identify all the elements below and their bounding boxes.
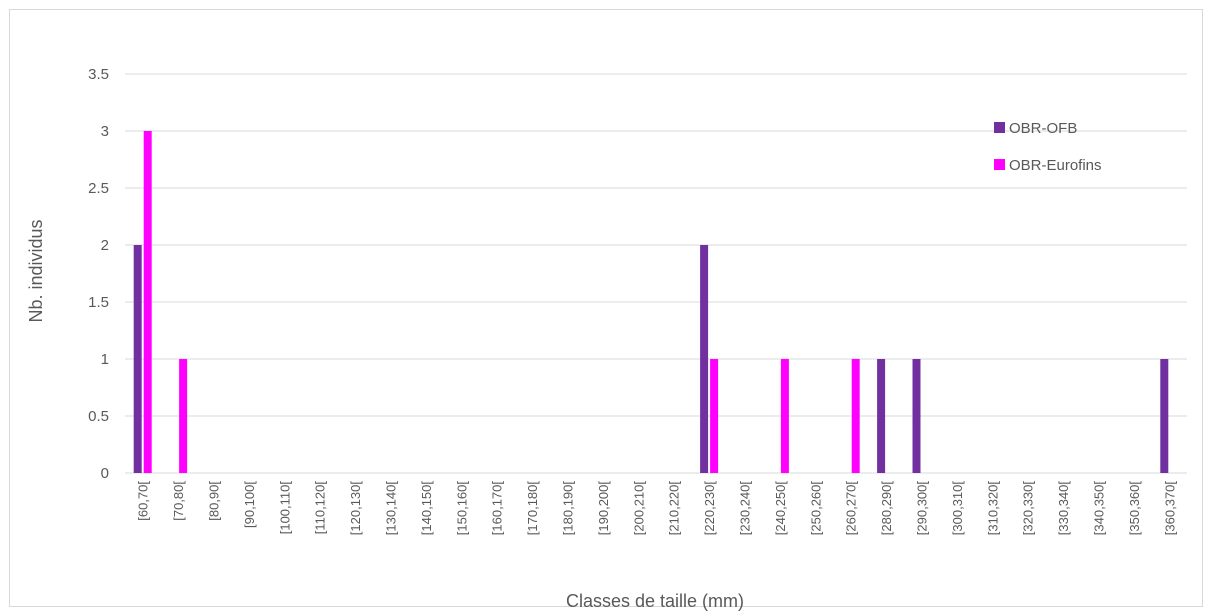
y-tick-label: 3.5 — [88, 66, 109, 83]
bar-obr-ofb — [1160, 359, 1169, 473]
bars — [133, 131, 1169, 473]
bar-obr-eurofins — [851, 359, 860, 473]
bar-obr-eurofins — [179, 359, 188, 473]
x-tick-label: [200,210[ — [631, 481, 646, 536]
bar-obr-ofb — [912, 359, 921, 473]
x-tick-label: [180,190[ — [561, 481, 576, 536]
x-tick-label: [330,340[ — [1056, 481, 1071, 536]
x-axis-title: Classes de taille (mm) — [566, 591, 744, 611]
bar-obr-eurofins — [780, 359, 789, 473]
x-tick-label: [240,250[ — [773, 481, 788, 536]
x-tick-label: [150,160[ — [454, 481, 469, 536]
gridlines — [125, 73, 1187, 474]
bar-obr-ofb — [877, 359, 886, 473]
x-tick-label: [110,120[ — [313, 481, 328, 535]
legend-label: OBR-Eurofins — [1009, 157, 1102, 174]
x-tick-label: [280,290[ — [879, 481, 894, 536]
x-tick-label: [210,220[ — [667, 481, 682, 536]
bar-obr-ofb — [700, 245, 709, 473]
x-tick-label: [230,240[ — [738, 481, 753, 536]
x-tick-label: [250,260[ — [808, 481, 823, 536]
legend-swatch — [994, 122, 1005, 133]
y-tick-label: 3 — [101, 123, 109, 140]
x-tick-label: [120,130[ — [348, 481, 363, 536]
x-tick-label: [310,320[ — [985, 481, 1000, 536]
x-tick-label: [170,180[ — [525, 481, 540, 536]
y-tick-label: 1 — [101, 351, 109, 368]
x-tick-label: [360,370[ — [1162, 481, 1177, 536]
x-tick-label: [340,350[ — [1092, 481, 1107, 536]
y-tick-label: 0.5 — [88, 408, 109, 425]
chart-frame — [9, 9, 1203, 607]
y-tick-label: 2.5 — [88, 180, 109, 197]
y-tick-label: 1.5 — [88, 294, 109, 311]
y-tick-label: 2 — [101, 237, 109, 254]
y-axis-title: Nb. individus — [26, 219, 46, 322]
x-tick-label: [320,330[ — [1021, 481, 1036, 536]
legend: OBR-OFB OBR-Eurofins — [994, 120, 1102, 174]
bar-obr-ofb — [133, 245, 142, 473]
x-tick-label: [290,300[ — [915, 481, 930, 536]
x-tick-label: [190,200[ — [596, 481, 611, 536]
x-tick-label: [100,110[ — [277, 481, 292, 535]
x-tick-labels: [60,70[ [70,80[ [80,90[ [90,100[ [100,110[ [1… — [136, 481, 1178, 536]
x-tick-label: [220,230[ — [702, 481, 717, 536]
x-tick-label: [160,170[ — [490, 481, 505, 536]
x-tick-label: [90,100[ — [242, 481, 257, 528]
bar-obr-eurofins — [710, 359, 719, 473]
x-tick-label: [70,80[ — [171, 481, 186, 521]
x-tick-label: [300,310[ — [950, 481, 965, 536]
x-tick-label: [60,70[ — [136, 481, 151, 521]
y-tick-labels: 0 0.5 1 1.5 2 2.5 3 3.5 — [88, 66, 109, 482]
x-tick-label: [80,90[ — [207, 481, 222, 521]
x-tick-label: [260,270[ — [844, 481, 859, 536]
bar-obr-eurofins — [143, 131, 152, 473]
x-tick-label: [140,150[ — [419, 481, 434, 536]
x-tick-label: [130,140[ — [384, 481, 399, 536]
legend-label: OBR-OFB — [1009, 120, 1077, 137]
y-tick-label: 0 — [101, 465, 109, 482]
legend-swatch — [994, 159, 1005, 170]
x-tick-label: [350,360[ — [1127, 481, 1142, 536]
